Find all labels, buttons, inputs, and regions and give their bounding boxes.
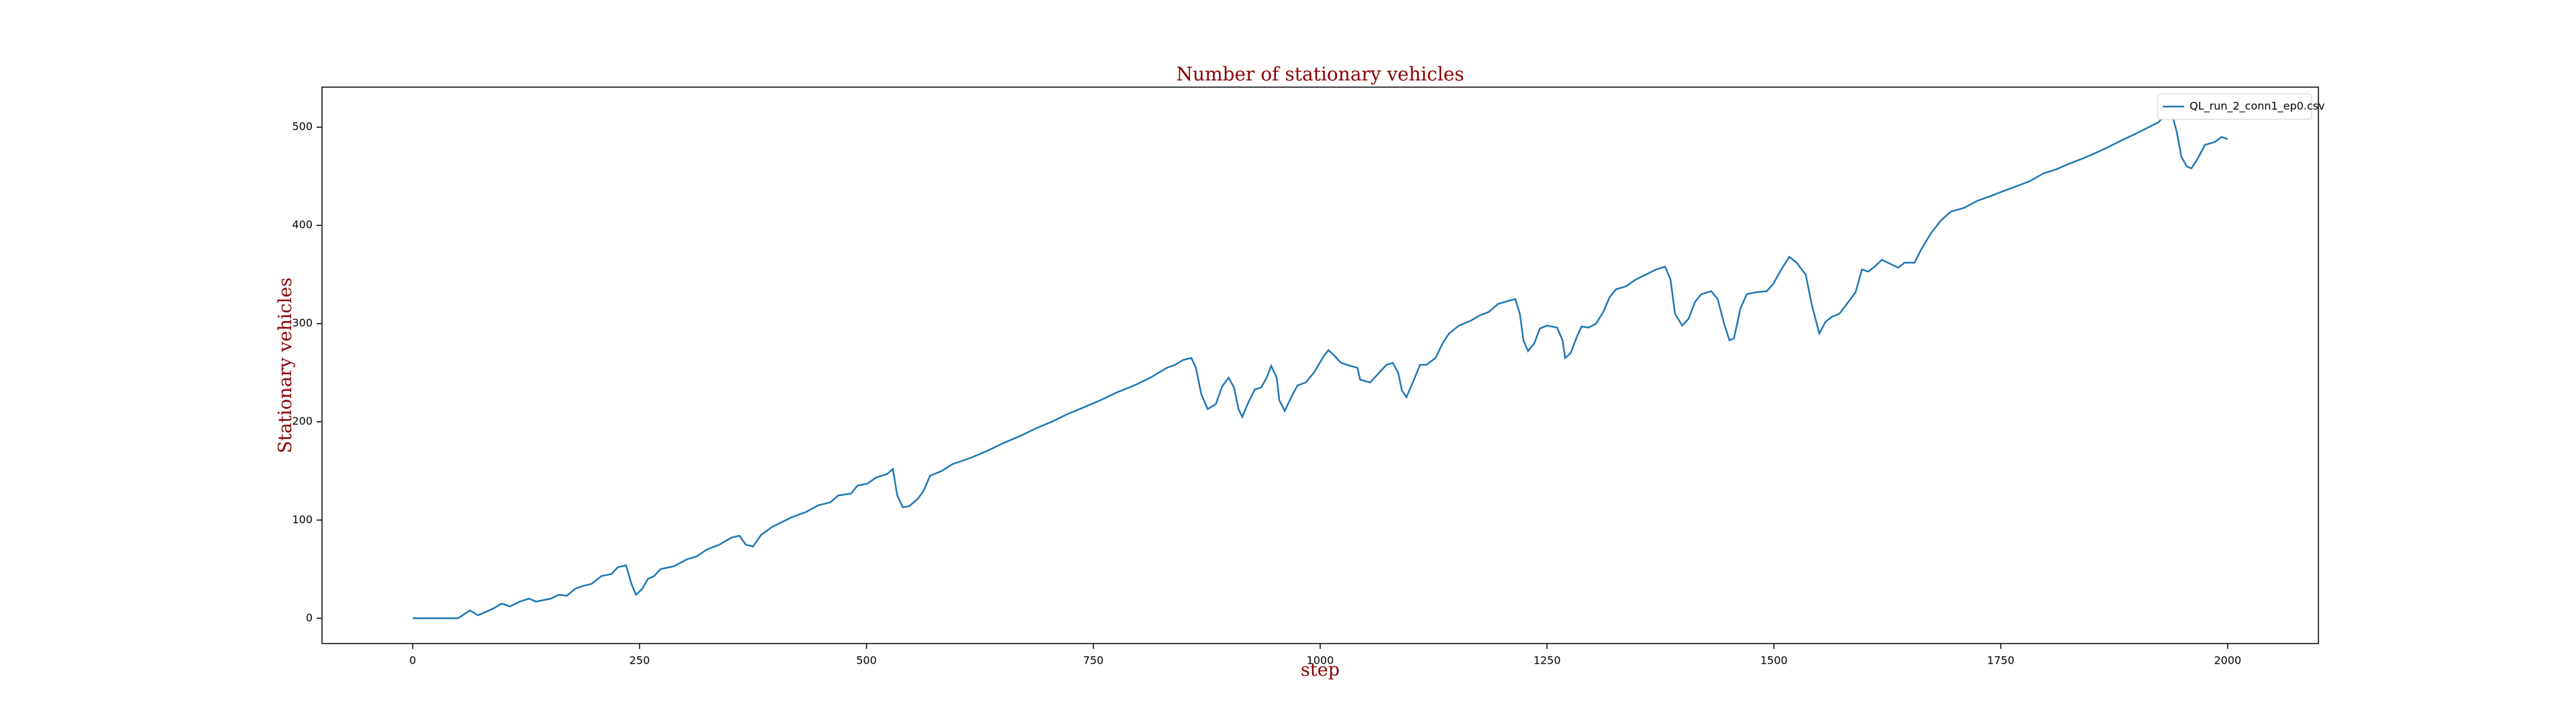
x-tick-label: 0 — [409, 654, 416, 667]
x-tick-label: 1000 — [1307, 654, 1334, 667]
x-tick-label: 1750 — [1987, 654, 2015, 667]
x-tick-label: 750 — [1083, 654, 1104, 667]
y-tick-label: 200 — [292, 415, 313, 428]
data-line — [413, 111, 2229, 619]
y-axis-label: Stationary vehicles — [275, 278, 296, 453]
x-tick-label: 2000 — [2214, 654, 2241, 667]
x-axis-label: step — [1301, 660, 1340, 680]
x-tick-label: 500 — [856, 654, 877, 667]
plot-frame — [321, 86, 2319, 644]
y-tick-label: 100 — [292, 513, 313, 526]
legend-box — [2157, 93, 2312, 120]
y-tick-label: 0 — [306, 611, 313, 624]
x-tick-label: 1250 — [1534, 654, 1561, 667]
y-tick-label: 400 — [292, 219, 313, 231]
y-tick-label: 300 — [292, 316, 313, 329]
legend-label: QL_run_2_conn1_ep0.csv — [2190, 100, 2324, 113]
y-tick-label: 500 — [292, 120, 313, 133]
x-tick-label: 1500 — [1760, 654, 1788, 667]
chart-title: Number of stationary vehicles — [1176, 63, 1464, 85]
x-tick-label: 250 — [629, 654, 650, 667]
